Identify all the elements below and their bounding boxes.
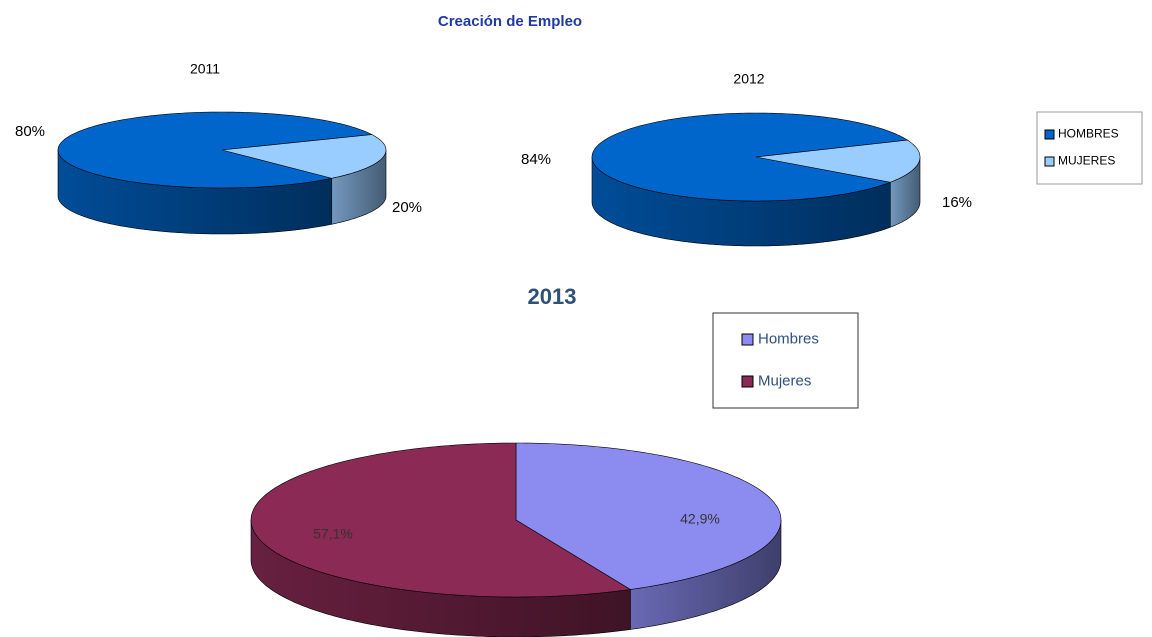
legend-swatch bbox=[1044, 129, 1055, 140]
page-title: Creación de Empleo bbox=[438, 13, 582, 30]
pie-slice bbox=[57, 111, 373, 189]
legend-label: HOMBRES bbox=[1058, 127, 1119, 141]
pie-title: 2012 bbox=[733, 71, 764, 87]
pie-slice bbox=[591, 112, 909, 202]
pie-slice bbox=[221, 134, 387, 179]
data-label: 42,9% bbox=[680, 511, 720, 527]
pie-title: 2013 bbox=[528, 284, 577, 309]
legend-label: MUJERES bbox=[1058, 154, 1115, 168]
legend-label: Mujeres bbox=[758, 372, 811, 389]
data-label: 84% bbox=[521, 151, 551, 168]
legend-box bbox=[1036, 111, 1143, 185]
legend-label: Hombres bbox=[758, 330, 819, 347]
legend-swatch bbox=[1044, 156, 1055, 167]
pie-slice bbox=[755, 139, 921, 183]
data-label: 16% bbox=[942, 194, 972, 211]
legend-swatch bbox=[741, 375, 754, 388]
data-label: 20% bbox=[392, 199, 422, 216]
pie-slice bbox=[515, 442, 782, 590]
data-label: 57,1% bbox=[313, 526, 353, 542]
data-label: 80% bbox=[15, 123, 45, 140]
legend-box bbox=[712, 312, 859, 409]
legend-swatch bbox=[741, 333, 754, 346]
pie-title: 2011 bbox=[190, 61, 220, 77]
pie-slice bbox=[250, 442, 632, 598]
